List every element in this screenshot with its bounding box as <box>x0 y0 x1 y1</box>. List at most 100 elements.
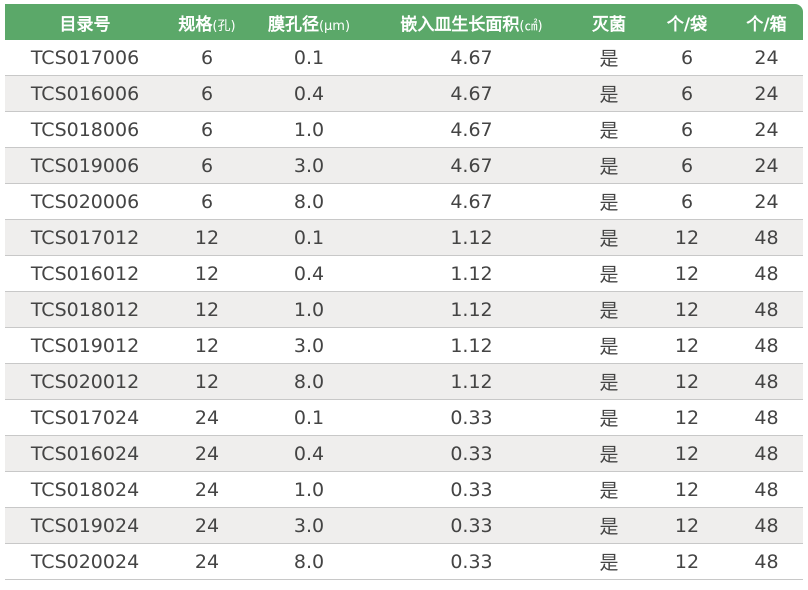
table-cell: 12 <box>644 543 730 580</box>
table-cell: 是 <box>574 471 644 508</box>
table-row: TCS018024 24 1.0 0.33 是 12 48 <box>5 471 803 508</box>
table-cell: 是 <box>574 219 644 256</box>
table-cell: 12 <box>644 219 730 256</box>
table-cell: 0.33 <box>369 471 574 508</box>
table-cell: 6 <box>644 147 730 184</box>
table-row: TCS019006 6 3.0 4.67 是 6 24 <box>5 147 803 184</box>
table-cell: 0.1 <box>249 40 369 76</box>
table-cell: 0.33 <box>369 507 574 544</box>
header-label: 膜孔径 <box>267 14 319 35</box>
table-row: TCS016024 24 0.4 0.33 是 12 48 <box>5 435 803 472</box>
table-cell: 1.12 <box>369 255 574 292</box>
table-cell: 24 <box>730 75 803 112</box>
table-cell: TCS019012 <box>5 327 165 364</box>
table-cell: 是 <box>574 435 644 472</box>
table-cell: 12 <box>165 255 249 292</box>
table-row: TCS017024 24 0.1 0.33 是 12 48 <box>5 399 803 436</box>
table-cell: 0.33 <box>369 435 574 472</box>
product-table: 目录号 规格(孔) 膜孔径(µm) 嵌入皿生长面积(㎠) 灭菌 个/袋 个/箱 TCS017… <box>5 4 803 580</box>
table-cell: 6 <box>644 75 730 112</box>
table-cell: 24 <box>730 111 803 148</box>
table-cell: 0.33 <box>369 543 574 580</box>
table-cell: 是 <box>574 291 644 328</box>
table-cell: TCS016006 <box>5 75 165 112</box>
table-cell: TCS019006 <box>5 147 165 184</box>
table-cell: 12 <box>644 363 730 400</box>
table-cell: 是 <box>574 363 644 400</box>
table-cell: 4.67 <box>369 183 574 220</box>
table-cell: 3.0 <box>249 147 369 184</box>
table-cell: 4.67 <box>369 40 574 76</box>
table-cell: 0.4 <box>249 255 369 292</box>
table-cell: 8.0 <box>249 543 369 580</box>
table-row: TCS019024 24 3.0 0.33 是 12 48 <box>5 507 803 544</box>
table-cell: 是 <box>574 147 644 184</box>
table-cell: 1.12 <box>369 327 574 364</box>
table-cell: TCS016024 <box>5 435 165 472</box>
table-cell: 12 <box>165 327 249 364</box>
table-cell: 48 <box>730 219 803 256</box>
table-cell: 12 <box>644 435 730 472</box>
table-cell: 12 <box>644 291 730 328</box>
table-cell: TCS017012 <box>5 219 165 256</box>
table-cell: TCS018006 <box>5 111 165 148</box>
table-cell: 48 <box>730 507 803 544</box>
table-cell: 24 <box>730 183 803 220</box>
table-cell: 0.33 <box>369 399 574 436</box>
table-cell: 是 <box>574 507 644 544</box>
table-cell: TCS017006 <box>5 40 165 76</box>
column-header: 嵌入皿生长面积(㎠) <box>369 4 574 40</box>
table-cell: 48 <box>730 363 803 400</box>
table-cell: 48 <box>730 327 803 364</box>
table-row: TCS017006 6 0.1 4.67 是 6 24 <box>5 40 803 76</box>
table-cell: 是 <box>574 255 644 292</box>
table-cell: TCS017024 <box>5 399 165 436</box>
table-row: TCS018012 12 1.0 1.12 是 12 48 <box>5 291 803 328</box>
table-cell: 是 <box>574 543 644 580</box>
table-cell: 8.0 <box>249 183 369 220</box>
table-row: TCS019012 12 3.0 1.12 是 12 48 <box>5 327 803 364</box>
header-label: 灭菌 <box>592 14 626 35</box>
table-cell: 6 <box>165 147 249 184</box>
table-cell: TCS020024 <box>5 543 165 580</box>
table-cell: 4.67 <box>369 147 574 184</box>
table-cell: 6 <box>644 111 730 148</box>
table-cell: 是 <box>574 75 644 112</box>
table-cell: 3.0 <box>249 507 369 544</box>
table-cell: 是 <box>574 40 644 76</box>
table-cell: 48 <box>730 543 803 580</box>
table-cell: 6 <box>165 75 249 112</box>
header-unit: (㎠) <box>519 18 543 34</box>
table-cell: 48 <box>730 255 803 292</box>
table-cell: 1.12 <box>369 219 574 256</box>
table-cell: 6 <box>165 111 249 148</box>
column-header: 膜孔径(µm) <box>249 4 369 40</box>
table-cell: 6 <box>644 183 730 220</box>
column-header: 灭菌 <box>574 4 644 40</box>
table-cell: 0.1 <box>249 219 369 256</box>
table-cell: 0.4 <box>249 435 369 472</box>
table-cell: 12 <box>644 327 730 364</box>
table-cell: 12 <box>644 471 730 508</box>
header-label: 个/箱 <box>746 14 787 35</box>
table-cell: 12 <box>165 363 249 400</box>
table-cell: 是 <box>574 327 644 364</box>
table-row: TCS016012 12 0.4 1.12 是 12 48 <box>5 255 803 292</box>
table-cell: 4.67 <box>369 111 574 148</box>
column-header: 目录号 <box>5 4 165 40</box>
header-row: 目录号 规格(孔) 膜孔径(µm) 嵌入皿生长面积(㎠) 灭菌 个/袋 个/箱 <box>5 4 803 40</box>
column-header: 规格(孔) <box>165 4 249 40</box>
table-cell: 24 <box>730 147 803 184</box>
table-row: TCS018006 6 1.0 4.67 是 6 24 <box>5 111 803 148</box>
table-cell: 12 <box>165 291 249 328</box>
table-cell: 12 <box>644 399 730 436</box>
table-cell: 0.1 <box>249 399 369 436</box>
table-cell: 24 <box>165 435 249 472</box>
table-cell: 12 <box>644 507 730 544</box>
table-cell: TCS018012 <box>5 291 165 328</box>
table-cell: 6 <box>165 40 249 76</box>
table-cell: TCS018024 <box>5 471 165 508</box>
header-label: 个/袋 <box>666 14 708 35</box>
table-cell: TCS020012 <box>5 363 165 400</box>
table-cell: 1.12 <box>369 363 574 400</box>
